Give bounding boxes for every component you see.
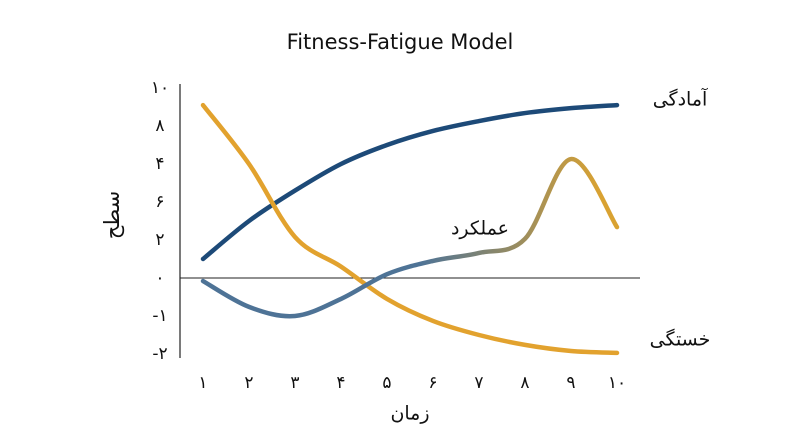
x-tick-label: ۹ <box>566 373 575 393</box>
x-tick-label: ۵ <box>382 373 391 393</box>
y-tick-label: ۰ <box>155 268 164 288</box>
y-tick-label: ۶ <box>155 192 164 212</box>
x-tick-label: ۴ <box>336 373 345 393</box>
x-tick-label: ۲ <box>244 373 253 393</box>
series-label: خستگی <box>650 328 711 351</box>
series-line <box>200 102 620 356</box>
series-label: آمادگی <box>653 87 708 111</box>
y-axis-label: سطح <box>100 191 124 239</box>
x-axis-label: زمان <box>390 403 429 425</box>
chart-title: Fitness-Fatigue Model <box>287 30 514 54</box>
x-tick-label: ۷ <box>474 373 483 393</box>
y-tick-label: ۲ <box>155 230 164 250</box>
x-tick-label: ۱۰ <box>608 373 626 393</box>
y-tick-label: -۱ <box>152 306 167 326</box>
series-label: عملکرد <box>451 218 509 240</box>
x-tick-label: ۶ <box>428 373 437 393</box>
y-tick-label: ۱۰ <box>151 78 169 98</box>
x-tick-label: ۱ <box>198 373 207 393</box>
x-tick-label: ۳ <box>290 373 299 393</box>
series-line <box>200 156 620 319</box>
y-tick-label: ۸ <box>155 116 164 136</box>
x-tick-label: ۸ <box>520 373 529 393</box>
y-tick-label: ۴ <box>155 154 164 174</box>
y-tick-label: -۲ <box>152 344 167 364</box>
